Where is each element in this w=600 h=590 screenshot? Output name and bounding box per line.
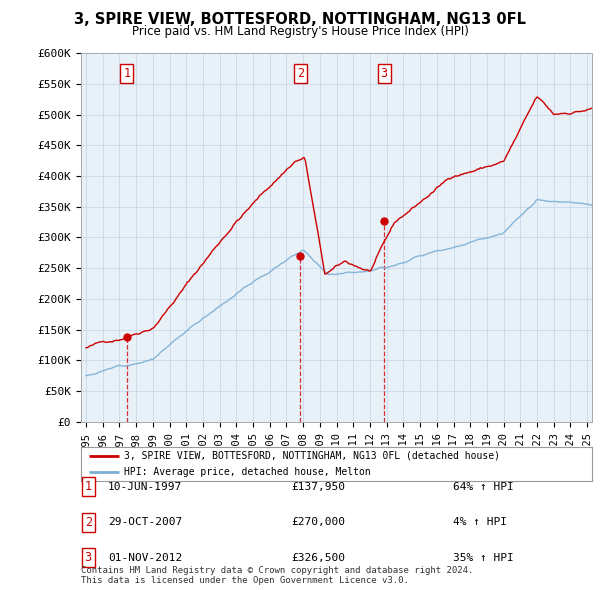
Text: 1: 1 (85, 480, 92, 493)
Text: 3: 3 (380, 67, 388, 80)
Text: 2: 2 (85, 516, 92, 529)
Text: 29-OCT-2007: 29-OCT-2007 (108, 517, 182, 527)
Text: 3, SPIRE VIEW, BOTTESFORD, NOTTINGHAM, NG13 0FL (detached house): 3, SPIRE VIEW, BOTTESFORD, NOTTINGHAM, N… (124, 451, 500, 461)
Text: 01-NOV-2012: 01-NOV-2012 (108, 553, 182, 562)
Text: £270,000: £270,000 (291, 517, 345, 527)
Text: £137,950: £137,950 (291, 482, 345, 491)
Text: Contains HM Land Registry data © Crown copyright and database right 2024.
This d: Contains HM Land Registry data © Crown c… (81, 566, 473, 585)
Text: 1: 1 (123, 67, 130, 80)
Text: £326,500: £326,500 (291, 553, 345, 562)
Text: 3: 3 (85, 551, 92, 564)
Text: 4% ↑ HPI: 4% ↑ HPI (453, 517, 507, 527)
Text: 10-JUN-1997: 10-JUN-1997 (108, 482, 182, 491)
Text: Price paid vs. HM Land Registry's House Price Index (HPI): Price paid vs. HM Land Registry's House … (131, 25, 469, 38)
Text: 2: 2 (297, 67, 304, 80)
Text: 64% ↑ HPI: 64% ↑ HPI (453, 482, 514, 491)
Text: 3, SPIRE VIEW, BOTTESFORD, NOTTINGHAM, NG13 0FL: 3, SPIRE VIEW, BOTTESFORD, NOTTINGHAM, N… (74, 12, 526, 27)
Text: HPI: Average price, detached house, Melton: HPI: Average price, detached house, Melt… (124, 467, 371, 477)
Text: 35% ↑ HPI: 35% ↑ HPI (453, 553, 514, 562)
